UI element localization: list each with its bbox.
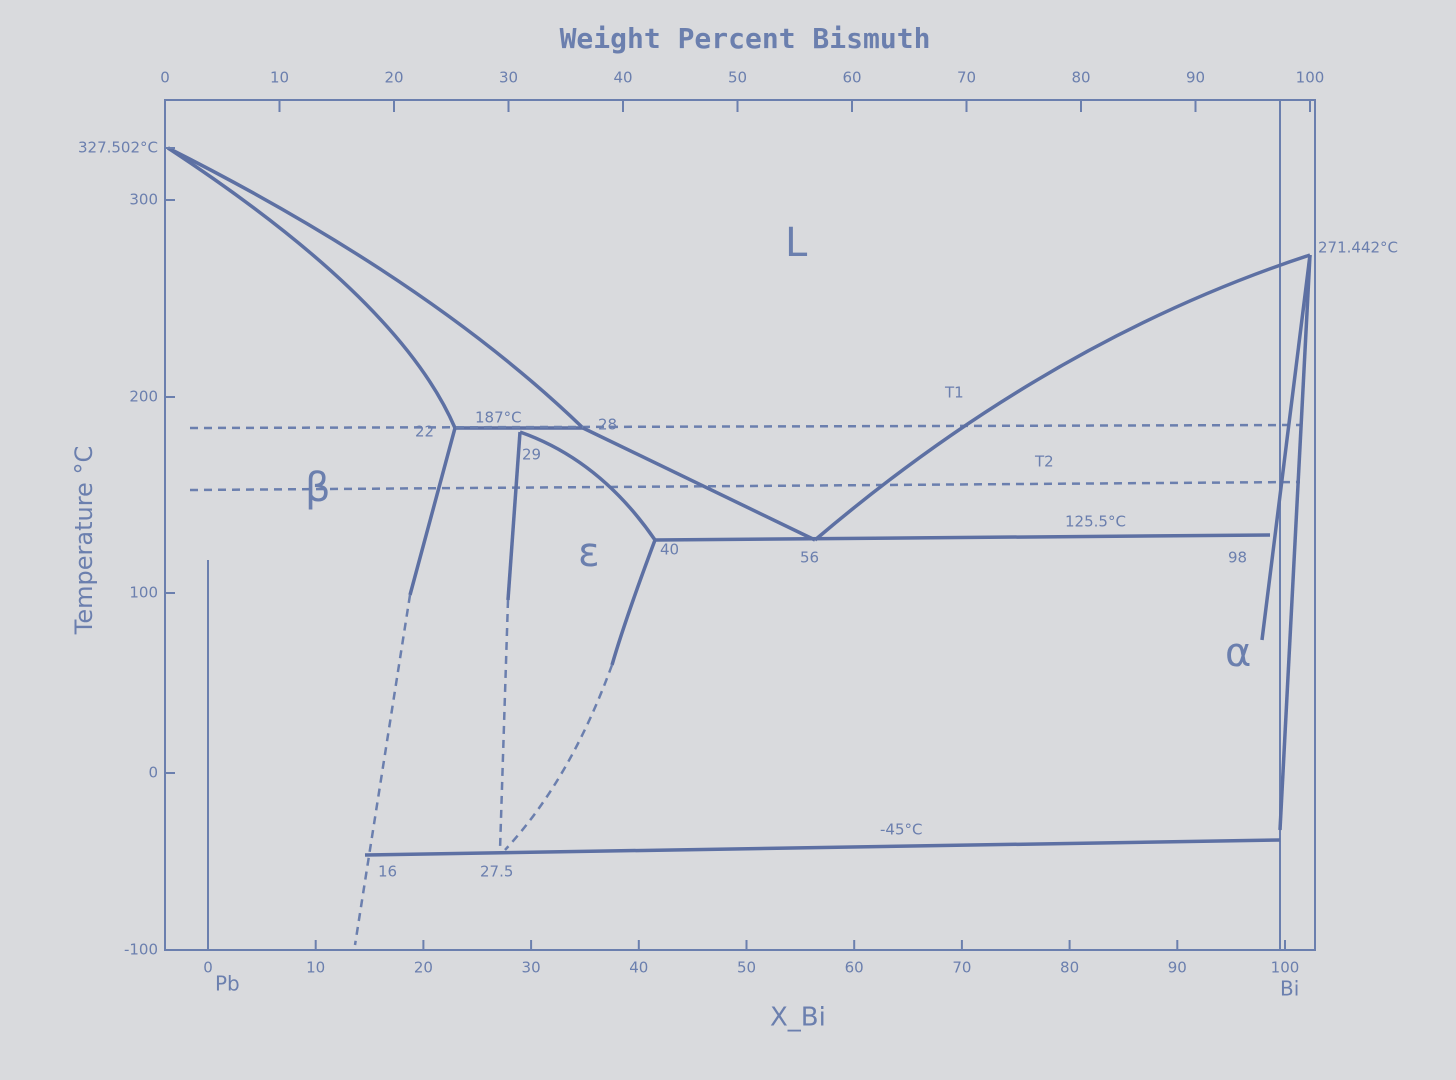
top-tick-label: 0	[160, 69, 170, 87]
bottom-tick-label: 80	[1060, 959, 1079, 977]
dashed-line	[189, 480, 1301, 492]
y-axis-label: Temperature °C	[70, 446, 98, 635]
annotation: 125.5°C	[1065, 513, 1126, 531]
left-tick-label: 200	[129, 388, 158, 406]
left-tick-label: 300	[129, 191, 158, 209]
title: Weight Percent Bismuth	[560, 22, 931, 55]
epsilon-boundary	[519, 430, 657, 541]
bottom-tick-label: 40	[629, 959, 648, 977]
phase-label: α	[1225, 630, 1251, 676]
phase-label: L	[785, 220, 808, 266]
frame	[164, 99, 1316, 951]
annotation: 98	[1228, 549, 1247, 567]
top-tick-label: 60	[842, 69, 861, 87]
solidus	[167, 146, 457, 429]
alpha-boundary	[1278, 254, 1312, 831]
annotation: 28	[598, 416, 617, 434]
eutectic-line	[654, 533, 1271, 542]
top-tick-label: 50	[728, 69, 747, 87]
liquidus	[813, 253, 1311, 542]
x-axis-label: X_Bi	[770, 1003, 826, 1033]
solvus-dashed	[353, 594, 412, 946]
liquidus	[167, 146, 585, 430]
epsilon-boundary-dashed	[504, 664, 614, 851]
axis-end: Bi	[1280, 977, 1299, 1001]
epsilon-boundary	[506, 431, 522, 601]
bottom-tick-label: 70	[952, 959, 971, 977]
annotation: 271.442°C	[1318, 239, 1398, 257]
top-tick-label: 20	[384, 69, 403, 87]
alpha-boundary	[1260, 254, 1312, 641]
left-tick-label: 0	[148, 764, 158, 782]
top-tick-label: 10	[270, 69, 289, 87]
annotation: -45°C	[880, 821, 922, 839]
epsilon-boundary-dashed	[498, 599, 510, 851]
phase-label: β	[305, 465, 331, 511]
annotation: 187°C	[475, 409, 522, 427]
bottom-tick-label: 100	[1271, 959, 1300, 977]
epsilon-boundary	[610, 539, 657, 666]
annotation: 27.5	[480, 863, 513, 881]
bottom-tick-label: 10	[306, 959, 325, 977]
bottom-tick-label: 0	[203, 959, 213, 977]
dashed-line	[189, 423, 1301, 430]
solvus	[408, 427, 457, 596]
bottom-tick-label: 60	[845, 959, 864, 977]
axis-end: Pb	[215, 972, 240, 996]
bottom-tick-label: 30	[522, 959, 541, 977]
phase-label: ε	[578, 530, 600, 576]
top-tick-label: 80	[1071, 69, 1090, 87]
phase-label: T2	[1034, 453, 1054, 471]
annotation: 29	[522, 446, 541, 464]
left-tick-label: -100	[124, 941, 158, 959]
phase-label: T1	[944, 384, 964, 402]
eutectoid-line	[364, 838, 1281, 857]
top-tick-label: 30	[499, 69, 518, 87]
bottom-tick-label: 20	[414, 959, 433, 977]
top-tick-label: 70	[957, 69, 976, 87]
bottom-tick-label: 50	[737, 959, 756, 977]
top-tick-label: 90	[1186, 69, 1205, 87]
annotation: 22	[415, 423, 434, 441]
left-tick-label: 100	[129, 584, 158, 602]
bottom-tick-label: 90	[1168, 959, 1187, 977]
top-tick-label: 100	[1296, 69, 1325, 87]
liquidus	[582, 426, 816, 542]
top-tick-label: 40	[613, 69, 632, 87]
annotation: 40	[660, 541, 679, 559]
left-tick-label: 327.502°C	[78, 139, 158, 157]
annotation: 56	[800, 549, 819, 567]
annotation: 16	[378, 863, 397, 881]
